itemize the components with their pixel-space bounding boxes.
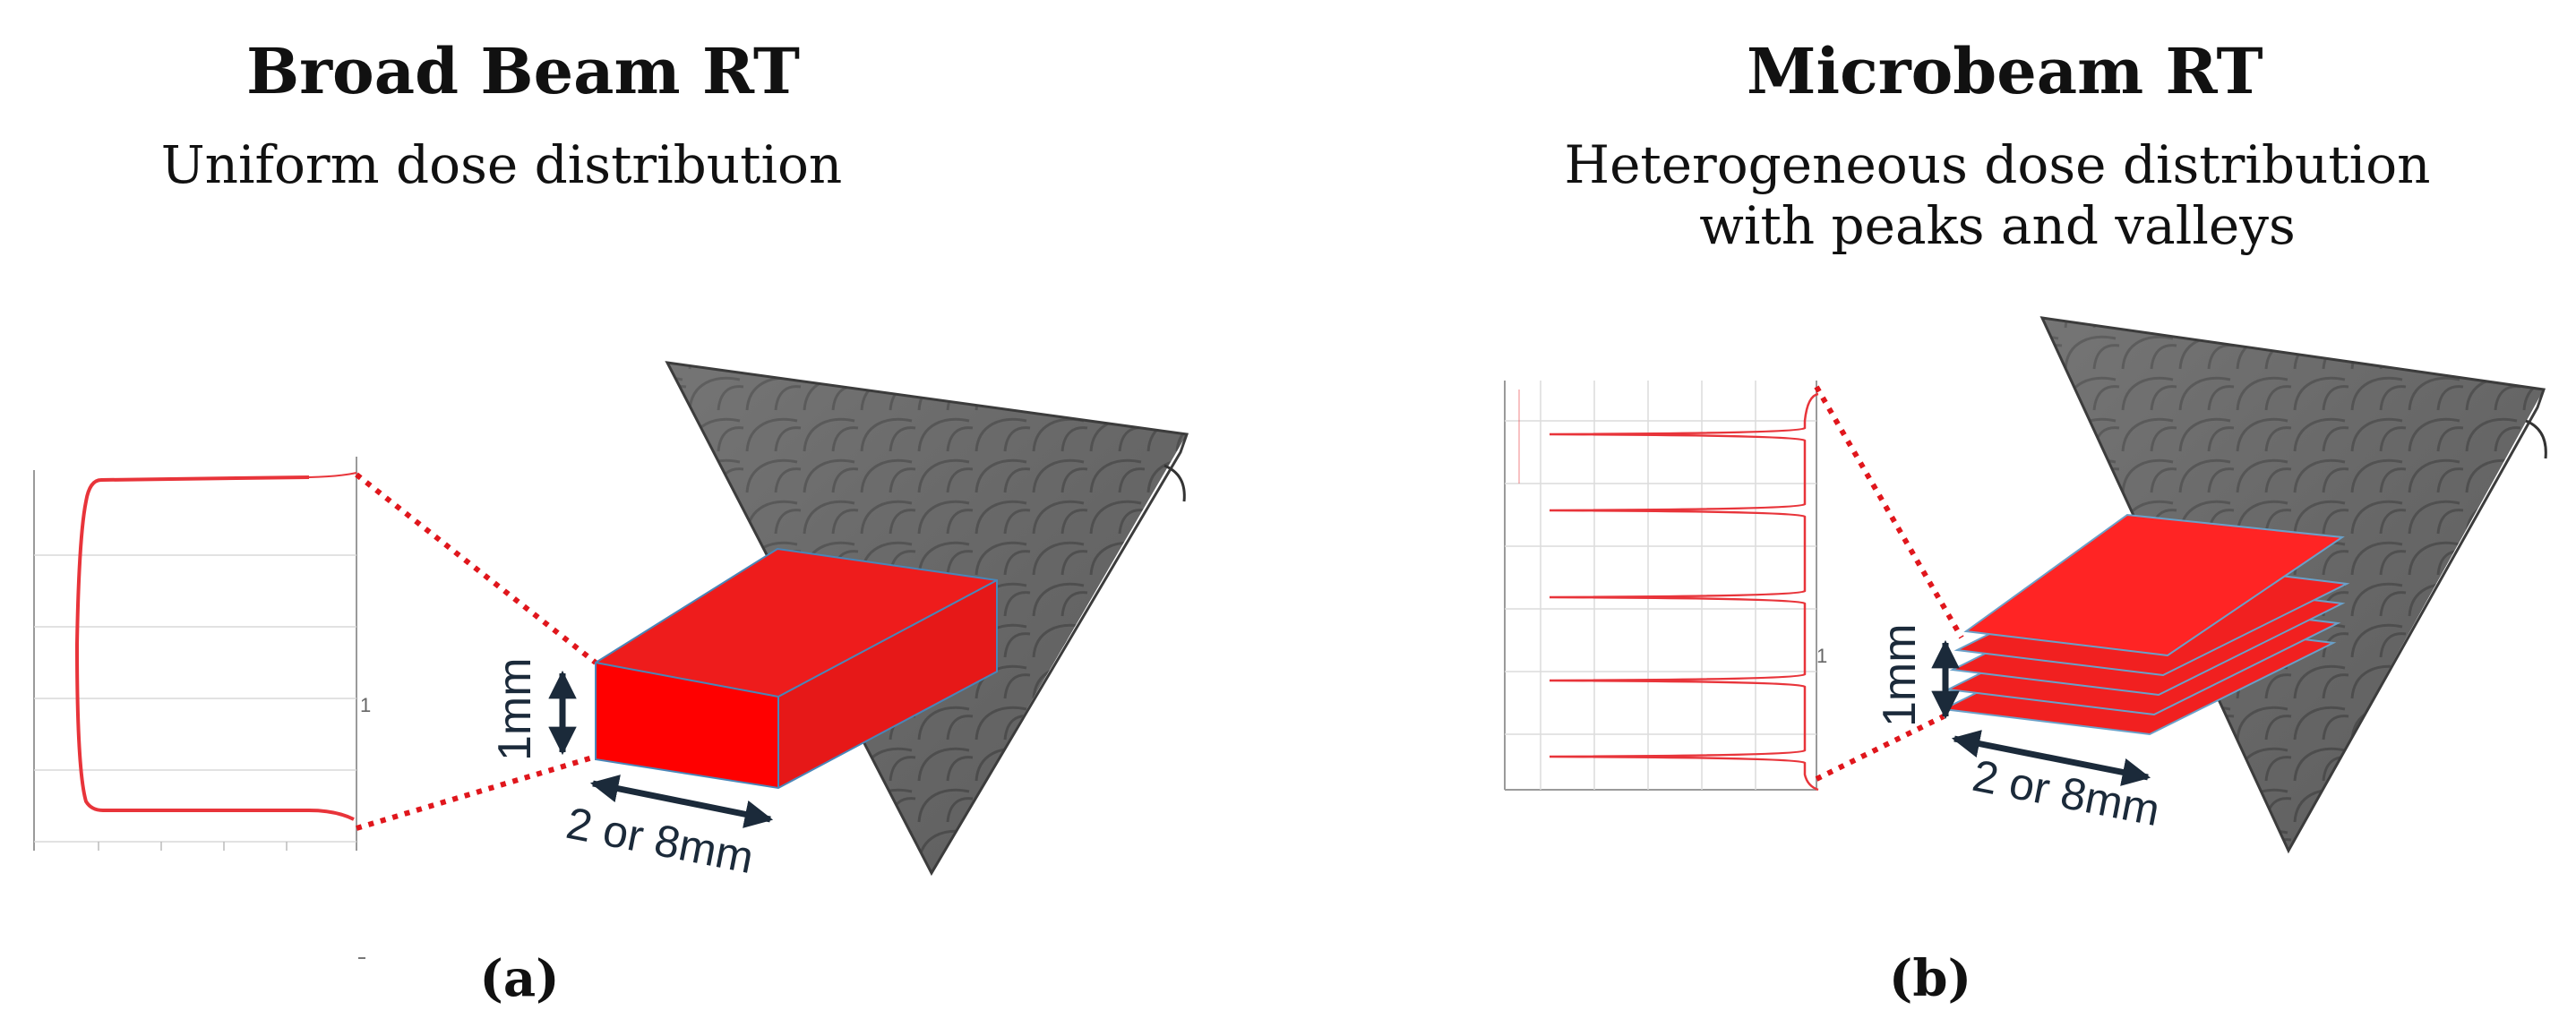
panel-b-dose-curve bbox=[1549, 392, 1819, 792]
panel-a-broad-beam bbox=[595, 547, 998, 790]
panel-a-beam-right-face bbox=[778, 580, 997, 788]
panel-b-plot-tick: 1 bbox=[1816, 645, 1827, 667]
panel-b-height-label: 1mm bbox=[1874, 623, 1926, 727]
panel-b-microbeam-slab-1 bbox=[1963, 513, 2345, 657]
panel-a-beam-top-face bbox=[596, 549, 997, 697]
panel-b-subtitle: Heterogeneous dose distribution with pea… bbox=[1478, 134, 2517, 257]
panel-b-title: Microbeam RT bbox=[1747, 34, 2263, 108]
panel-b-width-arrow bbox=[1951, 730, 2151, 786]
panel-a-plot-tick: 1 bbox=[360, 694, 371, 716]
panel-b-microbeams bbox=[1940, 513, 2350, 736]
panel-a-beam-front-face bbox=[596, 663, 778, 788]
panel-a-width-arrow bbox=[589, 775, 774, 828]
panel-a-dose-plot: 1 bbox=[33, 457, 371, 851]
panel-a-projection-lines bbox=[355, 472, 597, 831]
panel-a-label: (a) bbox=[479, 949, 560, 1008]
panel-b-subtitle-line1: Heterogeneous dose distribution bbox=[1564, 134, 2431, 195]
panel-a-subtitle: Uniform dose distribution bbox=[160, 134, 843, 195]
panel-b-label: (b) bbox=[1888, 949, 1972, 1008]
panel-a-title: Broad Beam RT bbox=[246, 34, 800, 108]
panel-a-dose-curve bbox=[74, 475, 355, 821]
panel-a-height-label: 1mm bbox=[489, 657, 541, 761]
panel-b-subtitle-line2: with peaks and valleys bbox=[1699, 195, 2296, 257]
panel-b-projection-lines bbox=[1814, 385, 1964, 782]
panel-b-dose-plot: 1 bbox=[1504, 381, 1827, 792]
